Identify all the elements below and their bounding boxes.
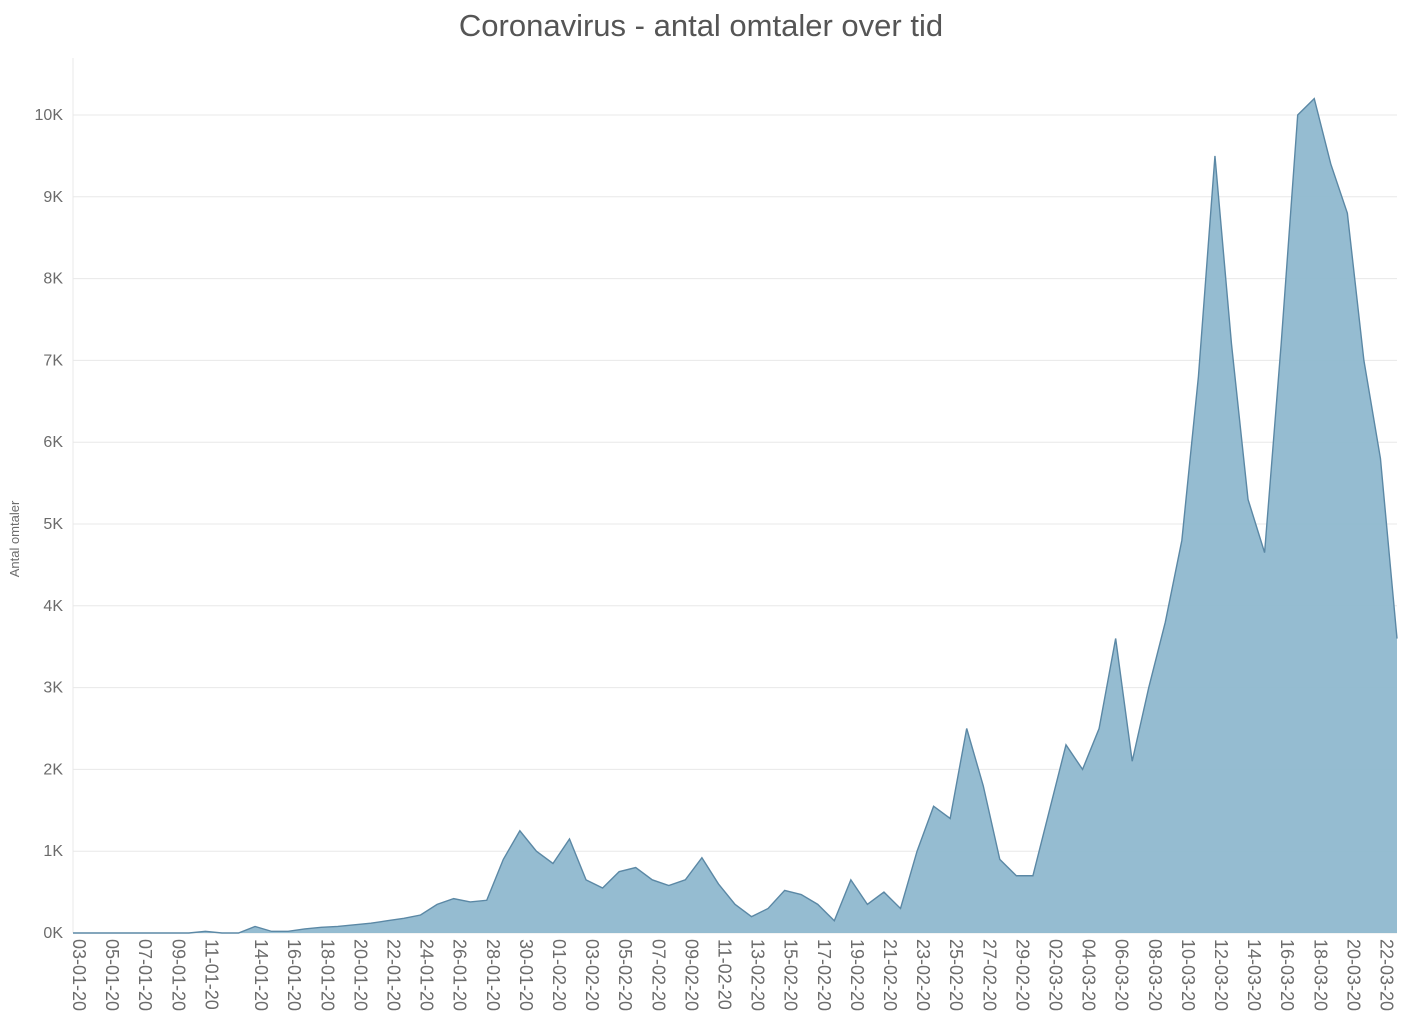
svg-text:22-03-20: 22-03-20 [1376, 939, 1396, 1011]
svg-text:05-01-20: 05-01-20 [102, 939, 122, 1011]
svg-text:1K: 1K [43, 843, 63, 860]
svg-text:12-03-20: 12-03-20 [1211, 939, 1231, 1011]
svg-text:14-01-20: 14-01-20 [251, 939, 271, 1011]
svg-text:22-01-20: 22-01-20 [383, 939, 403, 1011]
svg-text:8K: 8K [43, 271, 63, 288]
svg-text:16-01-20: 16-01-20 [284, 939, 304, 1011]
svg-text:27-02-20: 27-02-20 [979, 939, 999, 1011]
svg-text:24-01-20: 24-01-20 [417, 939, 437, 1011]
svg-text:10-03-20: 10-03-20 [1178, 939, 1198, 1011]
svg-text:02-03-20: 02-03-20 [1045, 939, 1065, 1011]
svg-text:30-01-20: 30-01-20 [516, 939, 536, 1011]
svg-text:20-01-20: 20-01-20 [350, 939, 370, 1011]
svg-text:5K: 5K [43, 516, 63, 533]
svg-text:7K: 7K [43, 352, 63, 369]
svg-text:21-02-20: 21-02-20 [880, 939, 900, 1011]
svg-text:28-01-20: 28-01-20 [483, 939, 503, 1011]
svg-text:Antal omtaler: Antal omtaler [7, 500, 22, 577]
svg-text:09-02-20: 09-02-20 [681, 939, 701, 1011]
svg-text:29-02-20: 29-02-20 [1012, 939, 1032, 1011]
svg-text:07-02-20: 07-02-20 [648, 939, 668, 1011]
svg-text:14-03-20: 14-03-20 [1244, 939, 1264, 1011]
svg-text:0K: 0K [43, 925, 63, 942]
svg-text:19-02-20: 19-02-20 [847, 939, 867, 1011]
svg-text:04-03-20: 04-03-20 [1079, 939, 1099, 1011]
svg-text:16-03-20: 16-03-20 [1277, 939, 1297, 1011]
svg-text:09-01-20: 09-01-20 [168, 939, 188, 1011]
svg-text:3K: 3K [43, 680, 63, 697]
svg-text:9K: 9K [43, 189, 63, 206]
svg-text:18-03-20: 18-03-20 [1310, 939, 1330, 1011]
svg-text:17-02-20: 17-02-20 [814, 939, 834, 1011]
svg-text:05-02-20: 05-02-20 [615, 939, 635, 1011]
svg-text:06-03-20: 06-03-20 [1112, 939, 1132, 1011]
svg-text:2K: 2K [43, 761, 63, 778]
svg-text:23-02-20: 23-02-20 [913, 939, 933, 1011]
svg-text:11-02-20: 11-02-20 [714, 939, 734, 1010]
svg-text:03-01-20: 03-01-20 [69, 939, 89, 1011]
svg-text:11-01-20: 11-01-20 [201, 939, 221, 1010]
svg-text:07-01-20: 07-01-20 [135, 939, 155, 1011]
svg-text:4K: 4K [43, 598, 63, 615]
svg-text:08-03-20: 08-03-20 [1145, 939, 1165, 1011]
svg-text:26-01-20: 26-01-20 [450, 939, 470, 1011]
svg-text:18-01-20: 18-01-20 [317, 939, 337, 1011]
svg-text:10K: 10K [35, 107, 64, 124]
svg-text:20-03-20: 20-03-20 [1343, 939, 1363, 1011]
svg-text:13-02-20: 13-02-20 [748, 939, 768, 1011]
svg-text:03-02-20: 03-02-20 [582, 939, 602, 1011]
svg-text:25-02-20: 25-02-20 [946, 939, 966, 1011]
svg-text:15-02-20: 15-02-20 [781, 939, 801, 1011]
svg-text:01-02-20: 01-02-20 [549, 939, 569, 1011]
svg-text:6K: 6K [43, 434, 63, 451]
